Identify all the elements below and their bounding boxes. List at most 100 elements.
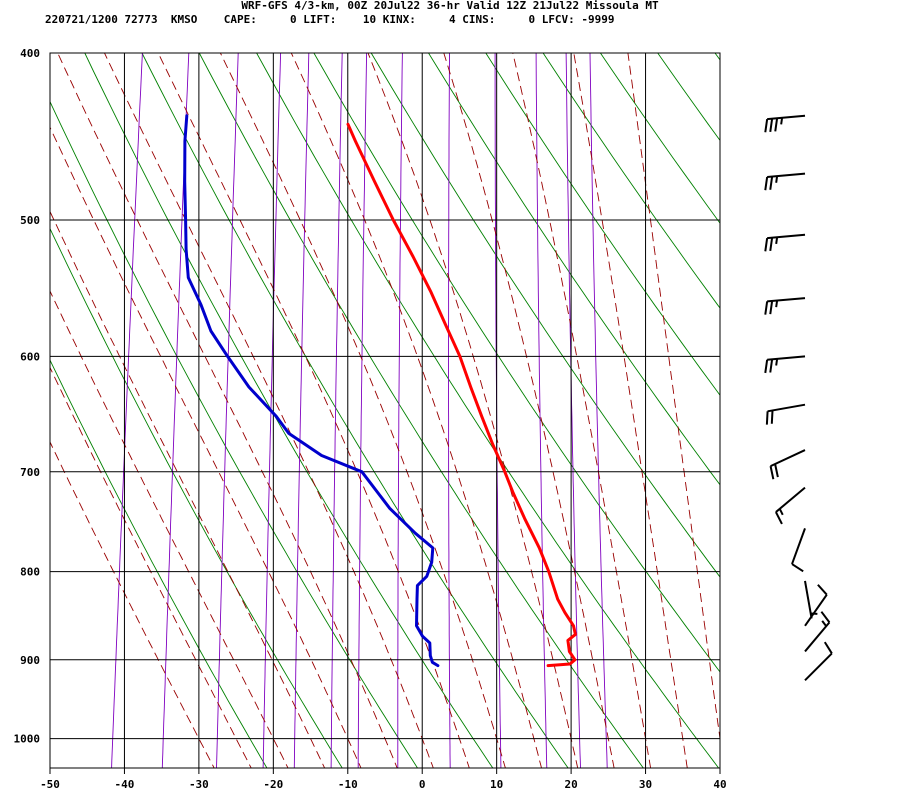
wind-barb: [804, 611, 831, 653]
wind-barb-feather: [764, 359, 769, 374]
x-tick-label: 20: [564, 778, 577, 791]
dry-adiabat-line: [857, 15, 900, 800]
dry-adiabat-line: [485, 53, 720, 396]
dry-adiabat-line: [744, 15, 900, 800]
wind-barb-feather: [821, 620, 828, 627]
moist-adiabat-line: [50, 366, 252, 768]
x-axis-ticks: -50 -40 -30 -20 -10 0 10 20 30 40: [40, 768, 727, 791]
wind-barb-feather: [769, 465, 775, 480]
wind-barb-feather: [770, 410, 774, 424]
y-tick-label: 900: [20, 654, 40, 667]
wind-barb-staff: [767, 355, 806, 361]
dry-adiabat-line: [50, 100, 419, 768]
moist-adiabat-line: [50, 290, 289, 768]
wind-barb-feather: [769, 176, 774, 190]
dry-adiabat-line: [84, 53, 494, 768]
wind-barb: [769, 449, 806, 480]
wind-barb: [764, 114, 806, 133]
wind-barb: [765, 403, 806, 425]
wind-barb-feather: [765, 411, 769, 425]
mixing-ratio-line: [216, 53, 239, 768]
wind-barb-feather: [780, 117, 784, 125]
moist-adiabat-line: [50, 441, 215, 768]
mixing-ratio-line: [262, 53, 282, 768]
dry-adiabat-line: [370, 53, 720, 578]
wind-barb: [791, 528, 806, 573]
sounding-traces: [183, 114, 577, 668]
wind-barb-feather: [769, 237, 774, 252]
x-tick-label: 0: [419, 778, 426, 791]
moist-adiabat-line: [50, 126, 362, 768]
dry-adiabat-line: [141, 53, 569, 768]
mixing-ratio-line: [494, 53, 502, 768]
wind-barb-feather: [764, 118, 769, 133]
x-tick-label: -40: [115, 778, 135, 791]
wind-barb-staff: [767, 403, 806, 413]
dry-adiabat-line: [198, 53, 644, 768]
dry-adiabat-line: [313, 53, 720, 673]
wind-barb-feather: [774, 463, 779, 478]
y-tick-label: 800: [20, 566, 40, 579]
mixing-ratio-line: [589, 53, 608, 768]
y-tick-label: 400: [20, 47, 40, 60]
mixing-ratio-line: [293, 53, 310, 768]
wind-barb-feather: [775, 237, 779, 244]
dry-adiabat-line: [256, 53, 720, 768]
wind-barb-feather: [764, 301, 769, 315]
wind-barb: [764, 297, 806, 315]
wind-barb-staff: [804, 652, 833, 682]
temperature-trace: [346, 122, 577, 668]
y-tick-label: 1000: [14, 733, 41, 746]
wind-barb-feather: [769, 300, 774, 315]
wind-barb-feather: [764, 237, 769, 252]
wind-barb-feather: [775, 358, 779, 366]
wind-barb-feather: [764, 176, 769, 191]
wind-barb-staff: [804, 580, 813, 619]
wind-barb-staff: [804, 594, 828, 627]
mixing-ratio-line: [448, 53, 451, 768]
x-tick-label: -20: [263, 778, 283, 791]
moist-adiabat-line: [50, 210, 326, 768]
moist-adiabat-line: [512, 53, 652, 768]
wind-barb-feather: [820, 611, 831, 623]
dry-adiabats: [50, 15, 900, 800]
wind-barb: [804, 580, 818, 619]
wind-barb-feather: [823, 641, 833, 654]
x-tick-label: 30: [639, 778, 652, 791]
wind-barb-feather: [791, 563, 804, 573]
x-tick-label: 40: [713, 778, 726, 791]
dry-adiabat-line: [657, 53, 720, 142]
wind-barb-feather: [774, 511, 783, 525]
grid-lines: [49, 52, 721, 769]
wind-barb-feather: [817, 584, 828, 596]
wind-barb-feather: [775, 300, 779, 308]
wind-barb-staff: [770, 449, 806, 468]
wind-barb-feather: [778, 508, 784, 516]
wind-barb-staff: [804, 621, 831, 653]
dry-adiabat-line: [50, 359, 268, 768]
moist-adiabat-line: [573, 53, 688, 768]
y-tick-label: 600: [20, 350, 40, 363]
wind-barb: [764, 172, 806, 191]
moist-adiabat-line: [290, 53, 542, 768]
dewpoint-trace: [183, 114, 440, 668]
wind-barb-staff: [775, 486, 806, 513]
wind-barb-staff: [791, 528, 806, 565]
wind-barb: [774, 486, 806, 525]
wind-barb: [804, 641, 833, 682]
wind-barb: [804, 584, 828, 627]
wind-barb: [764, 355, 806, 374]
wind-barb-staff: [767, 297, 806, 303]
wind-barb-staff: [767, 172, 806, 178]
x-tick-label: -50: [40, 778, 60, 791]
plot-frame: [49, 52, 721, 769]
dry-adiabat-line: [801, 15, 900, 800]
wind-barb-feather: [769, 359, 774, 373]
mixing-ratio-line: [535, 53, 548, 768]
moist-adiabat-line: [367, 53, 579, 768]
moist-adiabat-line: [443, 53, 615, 768]
wind-barb: [764, 233, 806, 252]
moist-adiabat-line: [57, 53, 398, 768]
y-axis-ticks: 400 500 600 700 800 900 1000: [14, 47, 41, 746]
